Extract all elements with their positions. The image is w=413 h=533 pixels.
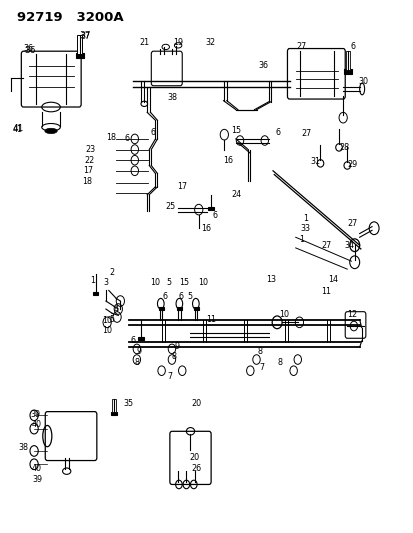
Text: 5: 5: [109, 315, 114, 324]
Text: 14: 14: [327, 275, 337, 284]
Text: 15: 15: [179, 278, 189, 287]
Bar: [77, 35, 82, 54]
Text: 37: 37: [79, 31, 91, 40]
Text: 30: 30: [357, 77, 367, 86]
Text: 8: 8: [257, 347, 262, 356]
Text: 9: 9: [136, 347, 141, 356]
Text: 3: 3: [103, 278, 108, 287]
Text: 39: 39: [32, 475, 42, 483]
FancyBboxPatch shape: [287, 49, 344, 99]
Text: 6: 6: [124, 134, 129, 143]
Text: 17: 17: [177, 182, 187, 191]
FancyBboxPatch shape: [21, 51, 81, 107]
Text: 5: 5: [187, 292, 192, 301]
Bar: [138, 337, 144, 340]
Text: 41: 41: [12, 124, 24, 133]
Text: 28: 28: [338, 143, 348, 152]
Bar: [158, 307, 163, 310]
Text: 16: 16: [223, 156, 233, 165]
Bar: [112, 399, 116, 411]
Bar: [76, 53, 83, 58]
Text: 6: 6: [212, 212, 217, 221]
Text: 5: 5: [166, 278, 171, 287]
Text: 37: 37: [80, 33, 90, 42]
FancyBboxPatch shape: [45, 411, 97, 461]
Text: 10: 10: [102, 316, 112, 325]
Text: 92719   3200A: 92719 3200A: [17, 11, 123, 24]
FancyBboxPatch shape: [169, 431, 211, 484]
Text: 12: 12: [347, 310, 356, 319]
Text: 20: 20: [191, 399, 201, 408]
Text: 33: 33: [299, 224, 309, 233]
Text: 13: 13: [265, 275, 275, 284]
Text: 27: 27: [346, 220, 356, 229]
Text: 10: 10: [197, 278, 207, 287]
Text: 29: 29: [346, 160, 356, 169]
Text: 6: 6: [275, 128, 280, 137]
Bar: [111, 411, 117, 415]
Text: 16: 16: [201, 224, 211, 233]
Text: 27: 27: [321, 241, 331, 250]
Text: 35: 35: [123, 399, 133, 408]
Bar: [344, 69, 351, 74]
Text: 19: 19: [173, 38, 183, 47]
Text: 27: 27: [300, 129, 311, 138]
Text: 40: 40: [31, 421, 41, 430]
Text: 18: 18: [82, 177, 92, 186]
Text: 39: 39: [31, 410, 41, 419]
Text: 10: 10: [150, 278, 160, 287]
Text: 18: 18: [106, 133, 116, 142]
Bar: [208, 207, 214, 209]
FancyBboxPatch shape: [151, 51, 182, 86]
Text: 2: 2: [109, 269, 114, 277]
Bar: [177, 307, 182, 310]
Text: 21: 21: [139, 38, 149, 47]
Text: 31: 31: [309, 157, 319, 166]
Text: 4: 4: [114, 304, 119, 313]
Text: 1: 1: [299, 236, 304, 245]
Text: 24: 24: [231, 190, 241, 199]
Text: 10: 10: [102, 326, 112, 335]
Text: 15: 15: [231, 126, 241, 135]
Text: 38: 38: [18, 443, 28, 452]
Text: 25: 25: [165, 203, 176, 212]
Text: 6: 6: [150, 128, 155, 137]
Text: 1: 1: [90, 276, 95, 285]
Text: 8: 8: [171, 352, 176, 361]
Text: 11: 11: [320, 287, 330, 296]
Text: 7: 7: [258, 363, 263, 372]
Text: 41: 41: [12, 125, 22, 134]
Text: 26: 26: [191, 464, 201, 473]
Text: 6: 6: [161, 292, 166, 301]
Text: 11: 11: [206, 315, 216, 324]
Text: 32: 32: [205, 38, 215, 47]
Text: 6: 6: [178, 292, 183, 301]
Text: 40: 40: [31, 464, 41, 473]
Bar: [193, 307, 198, 310]
Bar: [93, 292, 98, 295]
Text: 36: 36: [24, 44, 34, 53]
Text: 1: 1: [302, 214, 307, 223]
Ellipse shape: [45, 128, 57, 134]
Text: 20: 20: [189, 454, 199, 463]
Text: 36: 36: [258, 61, 268, 70]
Text: 10: 10: [278, 310, 288, 319]
Text: 6: 6: [130, 336, 135, 345]
FancyBboxPatch shape: [344, 312, 365, 338]
Text: 8: 8: [134, 358, 139, 367]
Text: 8: 8: [277, 358, 282, 367]
Text: 6: 6: [350, 43, 355, 52]
Text: 7: 7: [167, 372, 172, 381]
Bar: [345, 51, 349, 70]
Text: 9: 9: [174, 342, 179, 351]
Text: 22: 22: [84, 156, 94, 165]
Text: 17: 17: [83, 166, 93, 175]
Text: 36: 36: [24, 46, 35, 55]
Text: 23: 23: [85, 145, 95, 154]
Text: 34: 34: [344, 241, 354, 250]
Text: 27: 27: [296, 43, 306, 52]
Text: 38: 38: [166, 93, 176, 102]
